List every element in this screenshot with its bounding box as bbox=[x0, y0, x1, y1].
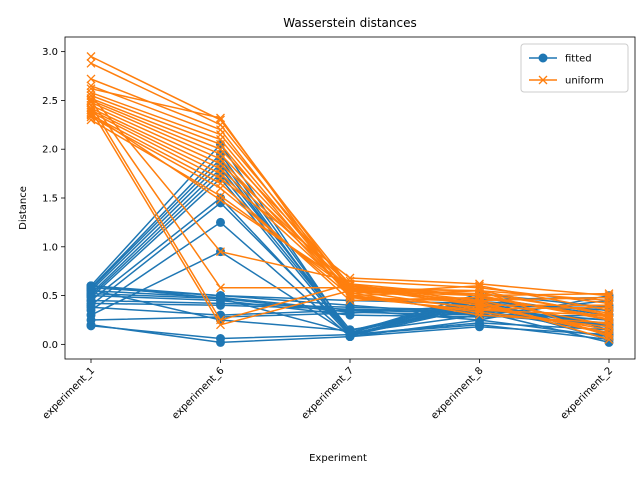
series-fitted-point bbox=[604, 337, 614, 347]
legend-label-fitted: fitted bbox=[565, 54, 592, 65]
y-tick-label: 2.5 bbox=[42, 96, 58, 107]
legend: fitted uniform bbox=[520, 43, 629, 93]
series-uniform-point bbox=[216, 247, 225, 257]
series-fitted-point bbox=[345, 304, 355, 314]
series-fitted-point bbox=[86, 298, 96, 308]
y-tick-label: 1.0 bbox=[42, 242, 58, 253]
series-uniform-point bbox=[475, 279, 484, 289]
series-fitted-point bbox=[345, 328, 355, 338]
legend-marker-uniform bbox=[538, 75, 548, 85]
series-uniform-point bbox=[86, 105, 96, 115]
plot-area bbox=[86, 52, 614, 347]
y-tick-label: 0.5 bbox=[42, 291, 58, 302]
y-axis-label: Distance bbox=[18, 186, 29, 230]
series-uniform-point bbox=[475, 304, 484, 314]
legend-entry-uniform: uniform bbox=[529, 76, 604, 87]
series-uniform-point bbox=[475, 291, 484, 301]
series-uniform-point bbox=[604, 298, 614, 308]
x-axis-label: Experiment bbox=[309, 453, 367, 464]
y-tick-label: 2.0 bbox=[42, 145, 58, 156]
series-uniform-point bbox=[216, 320, 225, 330]
series-uniform bbox=[86, 52, 614, 344]
series-uniform-point bbox=[86, 58, 96, 68]
series-uniform-point bbox=[86, 109, 96, 119]
series-uniform-point bbox=[604, 289, 614, 299]
legend-entry-fitted: fitted bbox=[529, 53, 592, 65]
y-tick-label: 3.0 bbox=[42, 47, 58, 58]
series-uniform-point bbox=[216, 183, 225, 193]
series-fitted-point bbox=[216, 294, 225, 304]
series-fitted-point bbox=[216, 334, 225, 344]
series-uniform-point bbox=[86, 81, 96, 91]
series-uniform-point bbox=[345, 281, 355, 291]
series-fitted-point bbox=[86, 315, 96, 325]
series-uniform-point bbox=[604, 328, 614, 338]
y-axis: 0.0 0.5 1.0 1.5 2.0 2.5 3.0 bbox=[42, 47, 65, 351]
series-uniform-point bbox=[604, 314, 614, 324]
series-uniform-point bbox=[604, 291, 614, 301]
y-tick-label: 1.5 bbox=[42, 194, 58, 205]
legend-marker-fitted bbox=[538, 53, 548, 63]
series-uniform-point bbox=[216, 283, 225, 293]
series-uniform-point bbox=[604, 335, 614, 344]
series-uniform-point bbox=[86, 74, 96, 84]
series-uniform-point bbox=[604, 302, 614, 312]
series-uniform-point bbox=[345, 293, 355, 302]
series-uniform-point bbox=[86, 84, 96, 94]
y-tick-label: 0.0 bbox=[42, 340, 58, 351]
series-fitted-point bbox=[216, 217, 225, 227]
series-uniform-point bbox=[216, 113, 225, 123]
series-fitted-point bbox=[86, 281, 96, 291]
series-uniform-point bbox=[216, 195, 225, 205]
chart-title: Wasserstein distances bbox=[283, 16, 416, 30]
series-uniform-point bbox=[86, 52, 96, 61]
legend-label-uniform: uniform bbox=[565, 76, 604, 87]
